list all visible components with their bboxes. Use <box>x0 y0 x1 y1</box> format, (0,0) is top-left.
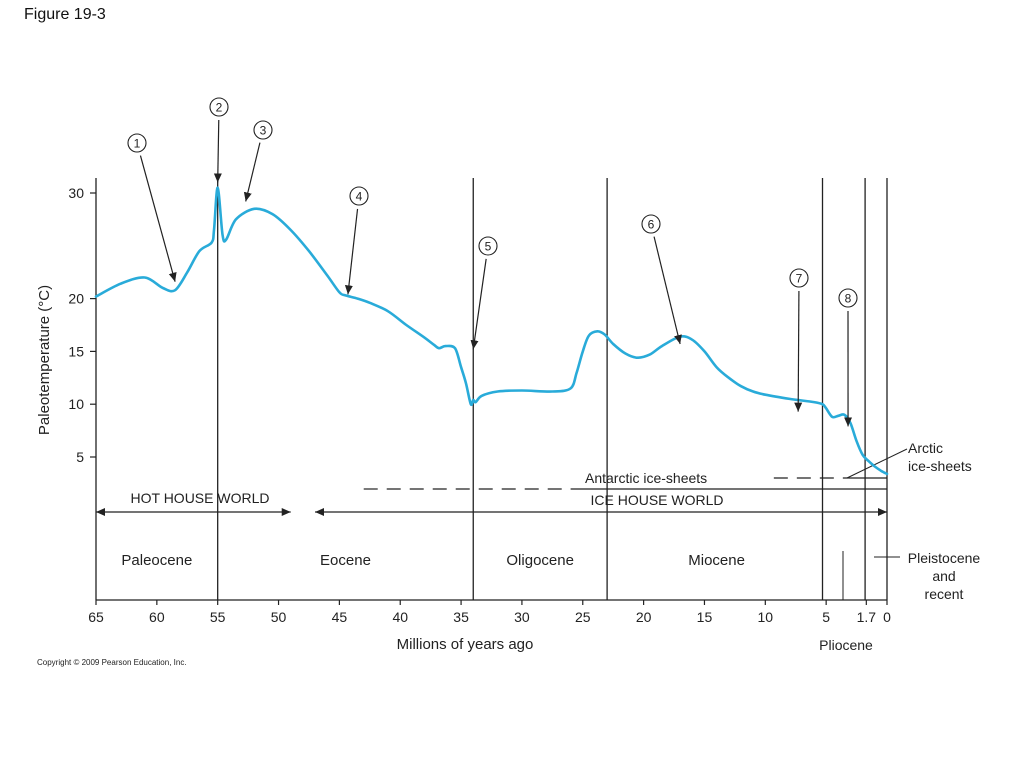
annotation-number-2: 2 <box>216 101 223 115</box>
epoch-label-miocene: Miocene <box>688 552 745 569</box>
annotation-number-7: 7 <box>796 272 803 286</box>
annotation-arrow-3 <box>243 142 261 202</box>
annotation-marker-2 <box>209 97 229 117</box>
arctic-ice-sheets-label-line2: ice-sheets <box>908 458 972 474</box>
ice-house-world-label: ICE HOUSE WORLD <box>590 492 723 508</box>
annotation-marker-8 <box>838 288 858 308</box>
annotation-arrow-1 <box>139 155 177 282</box>
x-tick-label: 25 <box>575 609 591 625</box>
y-tick-label: 15 <box>68 343 84 359</box>
epoch-label-pleistocene-line: and <box>932 568 955 584</box>
annotation-marker-7 <box>789 268 809 288</box>
arctic-ice-sheets-label-line1: Arctic <box>908 440 943 456</box>
figure-label: Figure 19-3 <box>24 6 106 23</box>
x-tick-label: 50 <box>271 609 287 625</box>
annotation-arrow-2 <box>213 119 222 183</box>
x-tick-label: 15 <box>697 609 713 625</box>
y-tick-label: 10 <box>68 396 84 412</box>
annotation-arrow-4 <box>344 208 359 295</box>
x-tick-label: 55 <box>210 609 226 625</box>
annotation-number-6: 6 <box>648 218 655 232</box>
epoch-label-pleistocene-line: recent <box>925 586 964 602</box>
y-tick-label: 5 <box>76 449 84 465</box>
annotation-number-5: 5 <box>485 240 492 254</box>
annotation-arrow-6 <box>653 236 682 345</box>
epoch-label-paleocene: Paleocene <box>121 552 192 569</box>
copyright-notice: Copyright © 2009 Pearson Education, Inc. <box>37 658 187 667</box>
x-tick-label: 20 <box>636 609 652 625</box>
x-tick-label: 45 <box>332 609 348 625</box>
x-tick-label: 30 <box>514 609 530 625</box>
annotation-number-3: 3 <box>260 124 267 138</box>
arctic-ice-leader-line <box>846 448 908 479</box>
annotation-number-4: 4 <box>356 190 363 204</box>
annotation-arrow-5 <box>470 258 487 350</box>
y-tick-label: 30 <box>68 185 84 201</box>
x-tick-label: 35 <box>453 609 469 625</box>
y-axis-label: Paleotemperature (°C) <box>36 285 53 435</box>
annotation-marker-4 <box>349 186 369 206</box>
annotation-marker-3 <box>253 120 273 140</box>
paleotemperature-series-line <box>94 186 889 476</box>
epoch-label-oligocene: Oligocene <box>506 552 574 569</box>
hot-house-world-label: HOT HOUSE WORLD <box>131 490 270 506</box>
antarctic-ice-sheets-label: Antarctic ice-sheets <box>585 470 707 486</box>
x-tick-label: 0 <box>883 609 891 625</box>
x-tick-label: 1.7 <box>857 609 877 625</box>
annotation-arrow-7 <box>794 290 803 412</box>
x-tick-label: 10 <box>758 609 774 625</box>
annotation-marker-6 <box>641 214 661 234</box>
y-tick-label: 20 <box>68 291 84 307</box>
annotation-marker-1 <box>127 133 147 153</box>
x-tick-label: 60 <box>149 609 165 625</box>
annotation-marker-5 <box>478 236 498 256</box>
x-axis-label: Millions of years ago <box>397 636 534 653</box>
epoch-label-eocene: Eocene <box>320 552 371 569</box>
annotation-number-8: 8 <box>845 292 852 306</box>
x-tick-label: 5 <box>822 609 830 625</box>
epoch-label-pliocene: Pliocene <box>819 637 873 653</box>
epoch-label-pleistocene-line: Pleistocene <box>908 550 981 566</box>
x-tick-label: 40 <box>392 609 408 625</box>
x-tick-label: 65 <box>88 609 104 625</box>
annotation-number-1: 1 <box>134 137 141 151</box>
